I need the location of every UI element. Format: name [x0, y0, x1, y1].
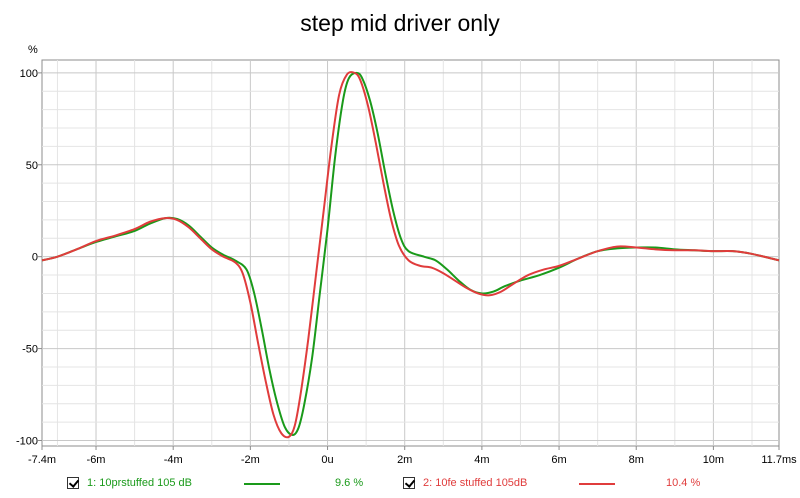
- legend-swatch-2: [579, 483, 615, 485]
- grid-lines: [42, 60, 779, 446]
- y-axis-ticks: 100 50 0 -50 -100: [16, 68, 42, 447]
- x-tick-label: 2m: [397, 454, 412, 466]
- y-axis-label: %: [28, 44, 38, 56]
- legend-label-1: 1: 10prstuffed 105 dB: [87, 477, 192, 489]
- legend-label-2: 2: 10fe stuffed 105dB: [423, 477, 528, 489]
- x-tick-label: -2m: [241, 454, 260, 466]
- legend-item-2: 2: 10fe stuffed 105dB 10.4 %: [403, 476, 713, 492]
- y-tick-label: 50: [26, 160, 38, 172]
- series-1-checkbox[interactable]: [67, 477, 79, 489]
- x-tick-label: -7.4m: [28, 454, 56, 466]
- x-axis-ticks: -7.4m -6m -4m -2m 0u 2m 4m 6m 8m 10m 11.7ms: [28, 446, 797, 466]
- y-tick-label: -100: [16, 435, 38, 447]
- series-lines: [41, 71, 780, 439]
- legend-value-1: 9.6 %: [335, 477, 364, 489]
- x-tick-label: -6m: [87, 454, 106, 466]
- series-line-2: [41, 71, 780, 439]
- x-tick-label: 8m: [629, 454, 644, 466]
- y-tick-label: 100: [20, 68, 38, 80]
- y-tick-label: -50: [22, 344, 38, 356]
- y-tick-label: 0: [32, 252, 38, 264]
- x-tick-label: -4m: [164, 454, 183, 466]
- x-tick-label: 11.7ms: [761, 454, 797, 466]
- plot-area: -7.4m -6m -4m -2m 0u 2m 4m 6m 8m 10m 11.7ms 100 50 0…: [16, 44, 797, 466]
- x-tick-label: 6m: [551, 454, 566, 466]
- legend-swatch-1: [244, 483, 280, 485]
- legend-item-1: 1: 10prstuffed 105 dB 9.6 %: [67, 476, 367, 492]
- chart-title: step mid driver only: [300, 10, 500, 36]
- x-tick-label: 0u: [321, 454, 333, 466]
- legend-value-2: 10.4 %: [666, 477, 701, 489]
- x-tick-label: 4m: [474, 454, 489, 466]
- x-tick-label: 10m: [703, 454, 724, 466]
- series-2-checkbox[interactable]: [403, 477, 415, 489]
